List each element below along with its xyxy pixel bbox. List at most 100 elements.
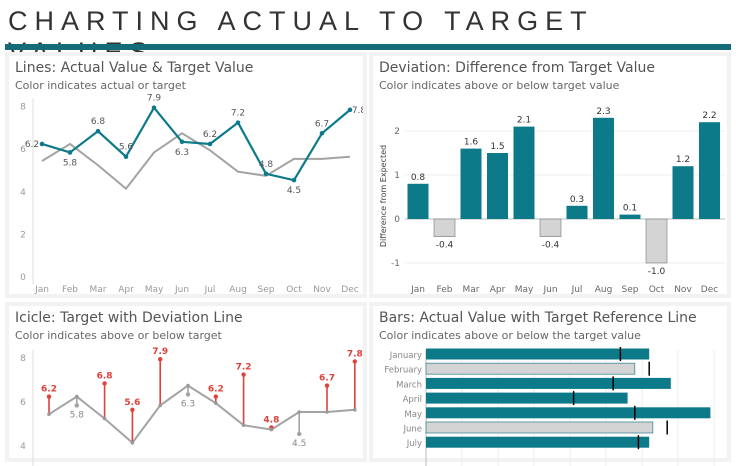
- data-label: 7.8: [347, 349, 363, 359]
- actual-point: [179, 139, 185, 145]
- x-tick-label: Apr: [490, 285, 506, 294]
- target-point: [47, 412, 51, 416]
- y-axis-title: Difference from Expected: [379, 145, 388, 247]
- data-label: 4.5: [292, 439, 306, 449]
- icicle-panel: Icicle: Target with Deviation Line Color…: [5, 302, 367, 466]
- x-tick-label: Nov: [674, 285, 692, 294]
- actual-bar: [426, 436, 650, 448]
- y-tick-label: 2: [394, 127, 400, 137]
- deviation-bar: [539, 218, 562, 237]
- x-tick-label: May: [145, 285, 164, 294]
- y-tick-label: 0: [20, 273, 26, 283]
- data-label: 4.8: [263, 415, 279, 425]
- target-line: [48, 384, 355, 445]
- icicle-chart: 4 6 8 6.2 5.8 6.8 5.6 7.9 6.3 6.2 7.2 4.8 4.5 6.7 7.8: [20, 347, 363, 466]
- actual-point: [324, 383, 330, 388]
- data-label: 2.2: [702, 111, 716, 121]
- data-label: 2.1: [517, 116, 531, 126]
- x-tick-label: Mar: [463, 285, 480, 294]
- lines-panel: Lines: Actual Value & Target Value Color…: [5, 52, 367, 298]
- actual-point: [297, 431, 302, 437]
- actual-point: [151, 105, 157, 111]
- deviation-bar: [407, 183, 429, 219]
- actual-point: [241, 372, 246, 377]
- x-tick-label: Apr: [118, 285, 134, 294]
- data-label: 6.2: [203, 130, 217, 140]
- y-tick-label: 6: [20, 145, 26, 155]
- actual-point: [213, 394, 218, 399]
- data-label: 0.3: [570, 195, 584, 205]
- target-point: [186, 383, 190, 388]
- data-label: 5.8: [63, 158, 78, 168]
- x-tick-label: Feb: [62, 285, 78, 294]
- data-label: 7.9: [152, 347, 168, 357]
- deviation-chart: -1 0 1 2 Difference from Expected 0.8 Jan -0.4 F…: [379, 107, 725, 294]
- data-label: 6.3: [181, 399, 195, 409]
- category-label: June: [402, 425, 422, 435]
- data-label: 5.6: [119, 143, 134, 153]
- data-label: 6.8: [97, 371, 113, 381]
- panel-title: Icicle: Target with Deviation Line: [15, 310, 243, 326]
- data-label: 0.1: [623, 204, 637, 214]
- x-tick-label: Dec: [701, 285, 718, 294]
- data-label: 2.3: [596, 107, 610, 117]
- x-tick-label: Oct: [649, 285, 665, 294]
- target-line: [41, 132, 351, 191]
- target-point: [353, 408, 357, 412]
- x-tick-label: May: [515, 285, 534, 294]
- y-tick-label: -1: [391, 259, 400, 269]
- data-label: 0.8: [411, 173, 426, 183]
- target-point: [241, 423, 246, 427]
- y-tick-label: 1: [394, 171, 400, 181]
- panel-title: Lines: Actual Value & Target Value: [15, 60, 254, 76]
- panel-title: Bars: Actual Value with Target Reference…: [379, 310, 697, 326]
- actual-point: [39, 141, 45, 147]
- data-label: -1.0: [648, 267, 666, 277]
- title-rule: [5, 44, 731, 50]
- y-tick-label: 4: [20, 442, 26, 452]
- panel-title: Deviation: Difference from Target Value: [379, 60, 655, 76]
- data-label: 7.2: [236, 363, 252, 373]
- x-tick-label: Nov: [313, 285, 331, 294]
- x-tick-label: Aug: [229, 285, 247, 294]
- data-label: -0.4: [436, 241, 454, 251]
- actual-point: [347, 107, 353, 113]
- target-point: [297, 410, 302, 414]
- actual-bar: [426, 348, 650, 360]
- x-tick-label: Sep: [258, 285, 275, 294]
- category-label: April: [403, 395, 422, 405]
- panel-subtitle: Color indicates above or below target: [15, 329, 222, 342]
- x-tick-label: Jul: [571, 285, 583, 294]
- deviation-bar: [593, 117, 614, 219]
- data-label: 1.5: [490, 142, 504, 152]
- deviation-bar: [672, 166, 694, 219]
- actual-point: [158, 357, 163, 362]
- deviation-bar: [619, 214, 641, 219]
- deviation-bar: [513, 126, 535, 219]
- actual-bar: [425, 362, 636, 375]
- data-label: -0.4: [542, 241, 560, 251]
- deviation-bar: [645, 218, 668, 264]
- data-label: 6.3: [175, 148, 189, 158]
- data-label: 4.8: [259, 160, 274, 170]
- actual-bar: [425, 421, 654, 434]
- data-label: 6.7: [315, 119, 329, 129]
- deviation-bar: [699, 122, 720, 219]
- data-label: 1.6: [464, 138, 479, 148]
- data-label: 7.2: [231, 109, 245, 119]
- actual-point: [67, 150, 73, 155]
- category-label: March: [396, 380, 422, 390]
- actual-point: [207, 141, 213, 147]
- y-tick-label: 0: [394, 215, 400, 225]
- category-label: May: [404, 410, 422, 420]
- x-tick-label: Aug: [595, 285, 613, 294]
- x-tick-label: Feb: [437, 285, 453, 294]
- x-tick-label: Jan: [410, 285, 425, 294]
- actual-point: [291, 177, 297, 183]
- data-label: 7.9: [147, 94, 162, 104]
- actual-point: [46, 394, 52, 399]
- actual-point: [74, 403, 80, 408]
- deviation-bar: [433, 218, 456, 237]
- x-tick-label: Mar: [90, 285, 107, 294]
- data-label: 6.2: [208, 385, 224, 395]
